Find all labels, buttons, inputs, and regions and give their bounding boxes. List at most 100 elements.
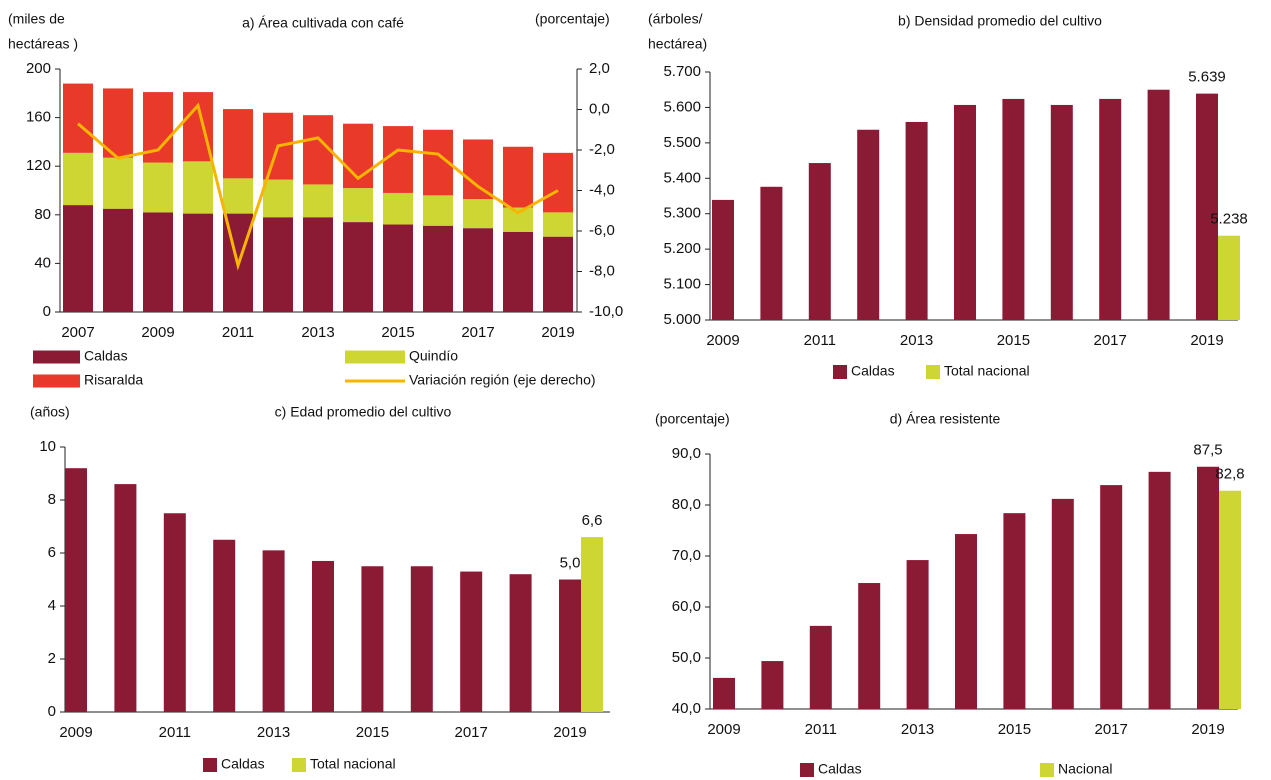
y-tick-label: 5.000 [663,311,701,328]
bar [223,109,253,179]
y2-tick-label: -8,0 [589,262,615,279]
bar [463,199,493,229]
y-tick-label: 5.300 [663,205,701,222]
y-axis-label: (años) [30,404,70,420]
bar [808,163,831,320]
bar [858,583,881,709]
x-tick-label: 2007 [61,324,94,341]
y2-axis-label: (porcentaje) [535,11,610,27]
bar [343,188,373,223]
x-tick-label: 2009 [141,324,174,341]
bar [103,88,133,158]
bar [509,574,532,712]
legend-swatch [833,365,847,379]
y-tick-label: 2 [48,650,56,667]
bar [1147,89,1170,320]
y-tick-label: 160 [26,109,51,126]
bar [1197,466,1219,709]
x-tick-label: 2009 [706,332,739,349]
bar [312,560,334,712]
y2-tick-label: -4,0 [589,181,615,198]
x-tick-label: 2015 [998,721,1031,738]
chart-title: c) Edad promedio del cultivo [275,404,452,420]
bar [543,236,573,312]
y-tick-label: 5.500 [663,134,701,151]
x-tick-label: 2011 [804,332,836,349]
legend-swatch [33,350,80,364]
chart-title: b) Densidad promedio del cultivo [898,13,1102,29]
chart-title: a) Área cultivada con café [242,15,404,31]
y-tick-label: 80 [34,206,51,223]
legend-swatch [203,758,217,772]
legend-label: Caldas [818,761,862,777]
x-tick-label: 2011 [159,724,191,741]
x-tick-label: 2013 [301,324,334,341]
bar [183,161,213,214]
x-tick-label: 2015 [356,724,389,741]
bar [954,104,976,320]
bar [1219,490,1241,709]
bar [463,139,493,200]
bar [713,677,735,709]
y-tick-label: 0 [48,703,56,720]
y-tick-label: 90,0 [672,445,701,462]
bar [460,571,483,712]
legend-label: Variación región (eje derecho) [409,372,596,388]
y2-tick-label: -2,0 [589,141,615,158]
bar [163,513,186,712]
bar [1003,513,1026,709]
bar [503,146,533,208]
legend-swatch [800,763,814,777]
data-label: 82,8 [1215,466,1244,483]
legend-label: Total nacional [944,363,1030,379]
bar [1002,98,1025,320]
legend-swatch [926,365,940,379]
legend-label: Caldas [221,756,265,772]
bar [1099,98,1122,320]
x-tick-label: 2017 [1094,332,1127,349]
bar [143,212,173,312]
y-tick-label: 5.100 [663,276,701,293]
bar [423,225,453,312]
legend-label: Quindío [409,348,458,364]
y-tick-label: 5.700 [663,63,701,80]
y-axis-label: (miles de [8,11,65,27]
bar [63,83,93,153]
bar [761,661,784,709]
y-tick-label: 40 [34,254,51,271]
bar [63,152,93,206]
bar [65,468,87,712]
bar [343,222,373,312]
data-label: 5,0 [560,554,581,571]
bar [905,121,928,320]
x-tick-label: 2013 [900,332,933,349]
bar [63,205,93,312]
bar [503,231,533,312]
bar [410,566,433,712]
bar [581,537,603,712]
legend-label: Caldas [851,363,895,379]
bar [263,179,293,218]
x-tick-label: 2009 [707,721,740,738]
y-axis-label: (árboles/ [648,11,703,27]
y-tick-label: 5.400 [663,169,701,186]
x-tick-label: 2015 [997,332,1030,349]
bar [263,217,293,312]
bar [423,195,453,226]
y-axis-label: hectáreas ) [8,36,78,52]
legend-swatch [292,758,306,772]
bar [760,186,783,320]
x-tick-label: 2015 [381,324,414,341]
x-tick-label: 2011 [805,721,837,738]
bar [955,534,977,709]
bar [712,199,734,320]
legend-label: Total nacional [310,756,396,772]
x-tick-label: 2017 [455,724,488,741]
y-tick-label: 50,0 [672,649,701,666]
bar [906,560,929,709]
legend-swatch [1040,763,1054,777]
bar [383,192,413,225]
bar [303,217,333,312]
y2-tick-label: 2,0 [589,60,610,77]
